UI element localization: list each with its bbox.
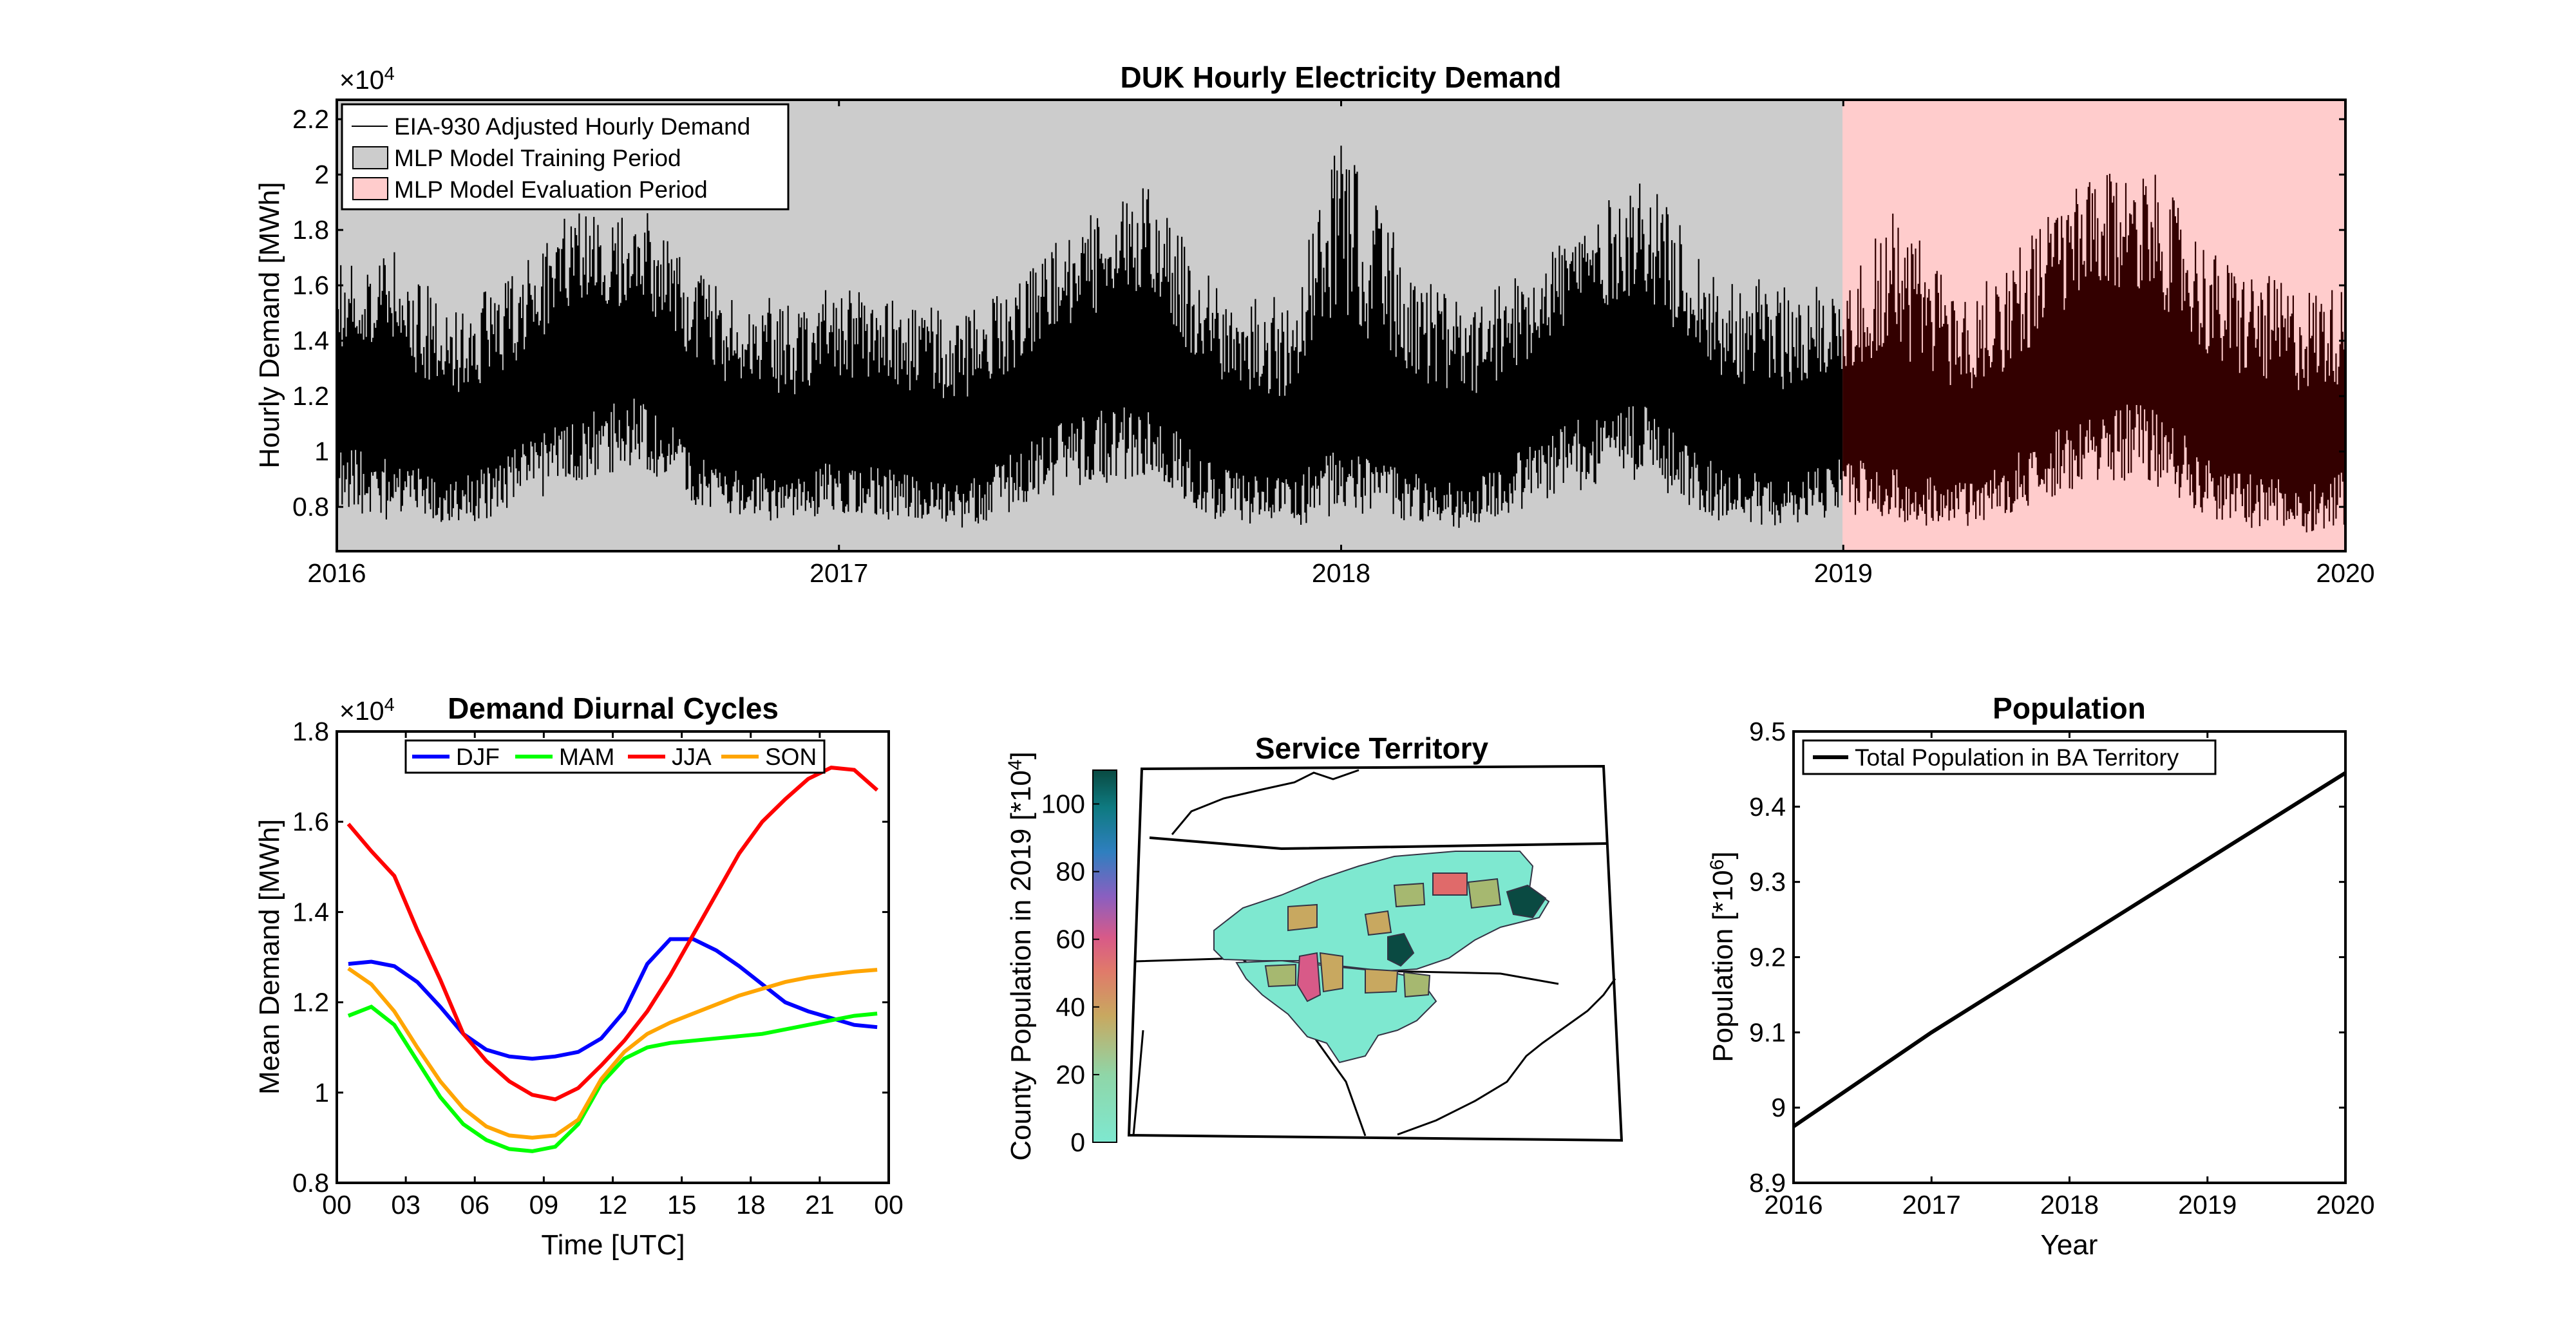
population-axes-box bbox=[1794, 731, 2345, 1183]
colorbar-label: County Population in 2019 [*104] bbox=[1005, 751, 1037, 1161]
diurnal-lines bbox=[348, 768, 877, 1151]
x-tick-label: 2018 bbox=[2040, 1190, 2099, 1220]
demand-title: DUK Hourly Electricity Demand bbox=[1120, 61, 1561, 94]
x-tick-label: 06 bbox=[460, 1190, 489, 1220]
diurnal-line-jja bbox=[348, 768, 877, 1099]
colorbar-tick-label: 80 bbox=[1056, 857, 1085, 887]
y-tick-label: 9.2 bbox=[1749, 943, 1786, 972]
y-tick-label: 8.9 bbox=[1749, 1168, 1786, 1198]
x-tick-label: 15 bbox=[667, 1190, 697, 1220]
map-title: Service Territory bbox=[1255, 731, 1489, 765]
county-mid-nc-4 bbox=[1468, 879, 1501, 908]
population-x-ticks: 2016 2017 2018 2019 2020 bbox=[1764, 731, 2374, 1220]
diurnal-panel: 00 03 06 09 12 15 18 21 00 0.8 1 1.2 1.4 1.6 1.8 Dema… bbox=[254, 692, 904, 1261]
county-high-nc-east bbox=[1433, 873, 1467, 895]
county-mid-sc-oconee bbox=[1265, 965, 1296, 986]
y-tick-label: 9 bbox=[1771, 1093, 1786, 1122]
y-tick-label: 9.3 bbox=[1749, 867, 1786, 897]
population-title: Population bbox=[1993, 692, 2146, 725]
x-tick-label: 09 bbox=[529, 1190, 559, 1220]
x-tick-label: 12 bbox=[598, 1190, 628, 1220]
population-y-ticks: 8.9 9 9.1 9.2 9.3 9.4 9.5 bbox=[1749, 717, 2345, 1198]
x-tick-label: 2017 bbox=[810, 558, 868, 588]
y-tick-label: 1.8 bbox=[292, 215, 329, 245]
colorbar-tick-label: 100 bbox=[1041, 789, 1085, 819]
diurnal-title: Demand Diurnal Cycles bbox=[448, 692, 779, 725]
y-tick-label: 2 bbox=[314, 160, 329, 189]
diurnal-y-label: Mean Demand [MWh] bbox=[254, 819, 285, 1095]
x-tick-label: 2017 bbox=[1902, 1190, 1961, 1220]
colorbar bbox=[1093, 770, 1117, 1142]
x-tick-label: 00 bbox=[874, 1190, 904, 1220]
county-mid-sc-york bbox=[1365, 969, 1397, 993]
legend-label-mam: MAM bbox=[559, 744, 614, 770]
colorbar-tick-label: 0 bbox=[1070, 1127, 1085, 1157]
x-tick-label: 2016 bbox=[307, 558, 366, 588]
y-tick-label: 0.8 bbox=[292, 492, 329, 522]
legend-label-djf: DJF bbox=[456, 744, 500, 770]
y-tick-label: 1.6 bbox=[292, 270, 329, 300]
diurnal-axes-box bbox=[337, 731, 889, 1183]
population-line bbox=[1794, 773, 2345, 1126]
county-mid-sc-spartanburg bbox=[1320, 953, 1343, 992]
y-tick-label: 1.6 bbox=[292, 807, 329, 836]
diurnal-line-djf bbox=[348, 939, 877, 1059]
county-mid-nc-3 bbox=[1394, 883, 1425, 907]
y-tick-label: 1.8 bbox=[292, 717, 329, 746]
population-y-label: Population [*106] bbox=[1707, 851, 1739, 1062]
demand-y-label: Hourly Demand [MWh] bbox=[254, 182, 285, 468]
diurnal-legend: DJF MAM JJA SON bbox=[406, 740, 824, 773]
y-tick-label: 1 bbox=[314, 437, 329, 466]
y-tick-label: 2.2 bbox=[292, 104, 329, 134]
colorbar-ticks: 0 20 40 60 80 100 bbox=[1041, 789, 1099, 1157]
demand-panel: 2016 2017 2018 2019 2020 0.8 1 1.2 1.4 1.6 1.8 2 2.… bbox=[254, 61, 2375, 588]
legend-label-training: MLP Model Training Period bbox=[394, 145, 681, 171]
legend-label-population: Total Population in BA Territory bbox=[1855, 744, 2179, 771]
x-tick-label: 2019 bbox=[1814, 558, 1873, 588]
legend-swatch-evaluation bbox=[353, 178, 388, 200]
diurnal-x-label: Time [UTC] bbox=[541, 1229, 685, 1261]
y-tick-label: 9.1 bbox=[1749, 1017, 1786, 1047]
colorbar-tick-label: 20 bbox=[1056, 1060, 1085, 1089]
legend-swatch-training bbox=[353, 147, 388, 169]
colorbar-tick-label: 60 bbox=[1056, 925, 1085, 954]
colorbar-tick-label: 40 bbox=[1056, 992, 1085, 1022]
county-mid-nc-2 bbox=[1365, 911, 1391, 935]
diurnal-line-mam bbox=[348, 1007, 877, 1151]
y-tick-label: 1.2 bbox=[292, 381, 329, 411]
x-tick-label: 2018 bbox=[1312, 558, 1370, 588]
demand-y-multiplier: ×104 bbox=[339, 64, 395, 95]
x-tick-label: 21 bbox=[805, 1190, 835, 1220]
legend-label-jja: JJA bbox=[672, 744, 712, 770]
population-panel: 2016 2017 2018 2019 2020 8.9 9 9.1 9.2 9.3 9.4 9.5… bbox=[1707, 692, 2375, 1261]
y-tick-label: 0.8 bbox=[292, 1168, 329, 1198]
legend-label-son: SON bbox=[765, 744, 817, 770]
y-tick-label: 9.5 bbox=[1749, 717, 1786, 746]
county-mid-nc-1 bbox=[1288, 905, 1317, 930]
x-tick-label: 2020 bbox=[2316, 558, 2374, 588]
y-tick-label: 1.4 bbox=[292, 897, 329, 927]
population-legend: Total Population in BA Territory bbox=[1803, 740, 2215, 774]
legend-label-demand: EIA-930 Adjusted Hourly Demand bbox=[394, 113, 750, 140]
population-x-label: Year bbox=[2041, 1229, 2098, 1261]
y-tick-label: 1.4 bbox=[292, 326, 329, 355]
legend-label-evaluation: MLP Model Evaluation Period bbox=[394, 176, 708, 203]
x-tick-label: 03 bbox=[391, 1190, 421, 1220]
x-tick-label: 2020 bbox=[2316, 1190, 2374, 1220]
service-territory-panel: Service Territory 0 20 40 60 80 100 County Po… bbox=[1005, 731, 1622, 1161]
demand-legend: EIA-930 Adjusted Hourly Demand MLP Model… bbox=[342, 104, 788, 209]
diurnal-y-multiplier: ×104 bbox=[339, 695, 395, 726]
map-frame bbox=[1129, 766, 1622, 1140]
x-tick-label: 2019 bbox=[2178, 1190, 2237, 1220]
county-mid-sc-2 bbox=[1404, 972, 1430, 997]
population-lines bbox=[1794, 773, 2345, 1126]
y-tick-label: 1.2 bbox=[292, 988, 329, 1017]
x-tick-label: 18 bbox=[736, 1190, 766, 1220]
y-tick-label: 9.4 bbox=[1749, 792, 1786, 822]
y-tick-label: 1 bbox=[314, 1078, 329, 1108]
